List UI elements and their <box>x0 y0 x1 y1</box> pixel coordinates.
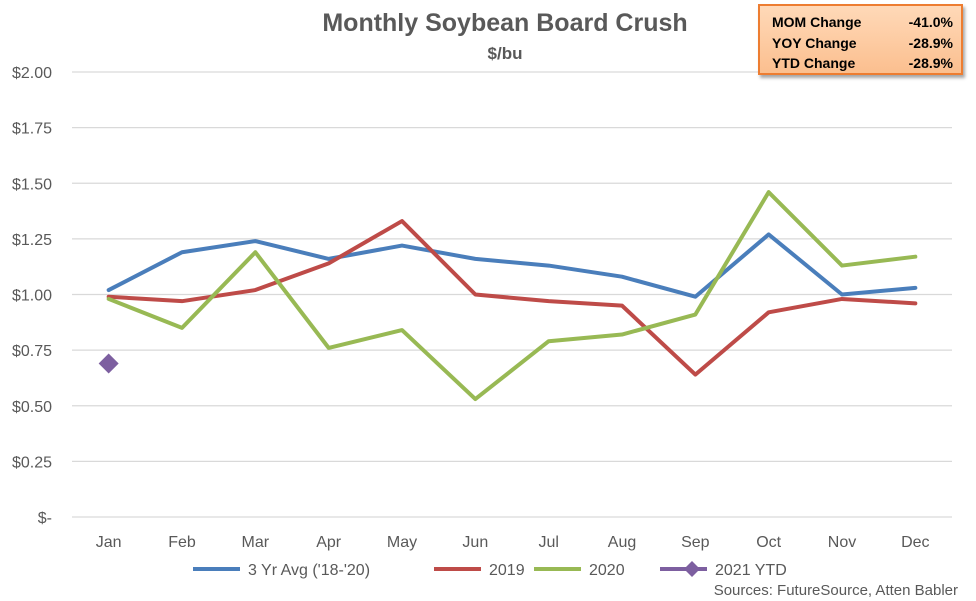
x-tick-label: Mar <box>242 534 270 551</box>
source-note: Sources: FutureSource, Atten Babler <box>714 582 958 599</box>
stat-row-yoy: YOY Change -28.9% <box>772 33 953 54</box>
x-tick-label: Nov <box>828 534 856 551</box>
legend-label: 2021 YTD <box>715 562 787 579</box>
y-tick-label: $- <box>38 510 52 527</box>
x-tick-label: Aug <box>608 534 636 551</box>
stat-label: YTD Change <box>772 55 856 71</box>
y-tick-label: $0.50 <box>12 399 52 416</box>
legend: 3 Yr Avg ('18-'20) 2019 2020 2021 YTD <box>193 561 787 579</box>
stat-label: MOM Change <box>772 14 862 30</box>
stat-value: -28.9% <box>908 34 953 51</box>
x-tick-label: Oct <box>756 534 781 551</box>
y-tick-label: $0.75 <box>12 343 52 360</box>
chart-title: Monthly Soybean Board Crush <box>322 9 687 37</box>
y-tick-label: $1.75 <box>12 121 52 138</box>
y-tick-label: $0.25 <box>12 454 52 471</box>
data-point-marker <box>98 353 119 374</box>
gridlines <box>72 71 952 518</box>
legend-label: 2020 <box>589 562 625 579</box>
stat-value: -28.9% <box>908 55 953 71</box>
legend-label: 3 Yr Avg ('18-'20) <box>248 562 370 579</box>
series-line <box>106 190 918 402</box>
legend-label: 2019 <box>489 562 525 579</box>
y-tick-label: $1.00 <box>12 288 52 305</box>
series-line <box>106 232 918 299</box>
y-axis-ticks: $- $0.25 $0.50 $0.75 $1.00 $1.25 $1.50 $1.75 $2.… <box>12 65 52 527</box>
x-tick-label: Dec <box>901 534 929 551</box>
stat-label: YOY Change <box>772 34 857 51</box>
stat-row-ytd: YTD Change -28.9% <box>772 53 953 74</box>
y-tick-label: $1.50 <box>12 176 52 193</box>
x-axis-ticks: Jan Feb Mar Apr May Jun Jul Aug Sep Oct Nov Dec <box>96 534 930 551</box>
legend-marker <box>684 561 700 577</box>
x-tick-label: Apr <box>316 534 342 551</box>
change-summary-box: MOM Change -41.0% YOY Change -28.9% YTD … <box>758 4 963 75</box>
x-tick-label: Sep <box>681 534 710 551</box>
y-tick-label: $2.00 <box>12 65 52 82</box>
x-tick-label: Feb <box>168 534 196 551</box>
y-tick-label: $1.25 <box>12 232 52 249</box>
x-tick-label: Jan <box>96 534 122 551</box>
x-tick-label: May <box>387 534 417 551</box>
stat-row-mom: MOM Change -41.0% <box>772 12 953 33</box>
series-line <box>106 219 918 377</box>
x-tick-label: Jul <box>538 534 558 551</box>
x-tick-label: Jun <box>462 534 488 551</box>
series-lines <box>98 190 918 402</box>
chart-subtitle: $/bu <box>488 44 523 63</box>
stat-value: -41.0% <box>908 14 953 30</box>
